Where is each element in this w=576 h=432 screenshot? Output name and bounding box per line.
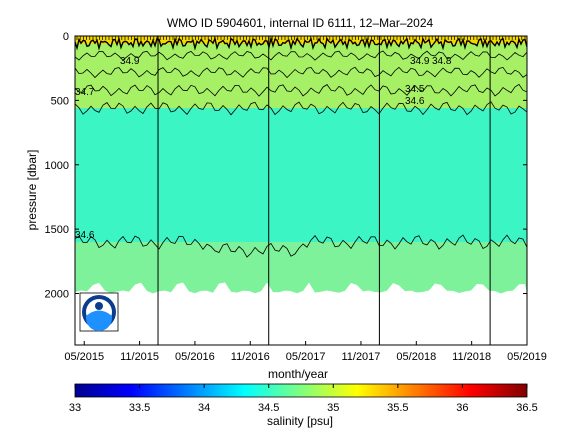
contour-line-2 — [75, 83, 527, 97]
y-axis-label: pressure [dbar] — [25, 150, 39, 231]
colorbar-ticks: 33 33.5 34 34.5 35 35.5 36 36.5 — [69, 384, 538, 414]
contour-label: 34.7 — [75, 87, 95, 98]
colorbar-tick-label: 36 — [456, 402, 468, 414]
x-tick-label: 05/2015 — [64, 351, 104, 363]
contour-line-4 — [75, 234, 527, 258]
colorbar-tick-label: 34.5 — [258, 402, 279, 414]
x-axis: 05/2015 11/2015 05/2016 11/2016 05/2017 11/20… — [64, 341, 547, 363]
contour-line-3 — [75, 101, 527, 116]
colorbar-tick-label: 33 — [69, 402, 81, 414]
x-tick-label: 05/2017 — [286, 351, 326, 363]
colorbar-tick-label: 36.5 — [516, 402, 537, 414]
noaa-logo — [79, 292, 119, 332]
salinity-field — [75, 36, 527, 294]
data-bottom-edge — [75, 282, 527, 294]
x-tick-label: 05/2018 — [396, 351, 436, 363]
y-tick-label: 1500 — [45, 224, 69, 236]
contour-line-0 — [75, 50, 527, 61]
x-tick-label: 05/2019 — [507, 351, 547, 363]
contour-label: 34.8 — [432, 56, 452, 67]
y-tick-label: 2000 — [45, 289, 69, 301]
contour-label: 34.6 — [75, 230, 95, 241]
contour-line-1 — [75, 66, 527, 79]
colorbar-tick-label: 35.5 — [387, 402, 408, 414]
x-tick-label: 05/2016 — [175, 351, 215, 363]
colorbar-label: salinity [psu] — [267, 414, 333, 428]
contour-label: 34.5 — [405, 84, 425, 95]
colorbar-tick-label: 34 — [198, 402, 210, 414]
profile-gap-lines — [157, 36, 491, 345]
colorbar-tick-label: 35 — [327, 402, 339, 414]
surface-contour-band — [75, 36, 527, 51]
colorbar — [74, 383, 528, 398]
contour-lines — [75, 36, 527, 258]
x-tick-label: 11/2017 — [341, 351, 380, 363]
x-tick-label: 11/2018 — [452, 351, 491, 363]
y-tick-label: 1000 — [45, 160, 69, 172]
x-tick-label: 11/2015 — [120, 351, 159, 363]
contour-label: 34.9 — [410, 56, 430, 67]
x-axis-label: month/year — [268, 367, 328, 381]
y-tick-label: 500 — [51, 95, 69, 107]
x-tick-label: 11/2016 — [231, 351, 270, 363]
colorbar-tick-label: 33.5 — [129, 402, 150, 414]
y-tick-label: 0 — [63, 31, 69, 43]
contour-label: 34.6 — [405, 96, 425, 107]
contour-label: 34.9 — [120, 56, 140, 67]
plot-frame — [74, 35, 528, 346]
chart-title: WMO ID 5904601, internal ID 6111, 12–Mar… — [167, 16, 434, 30]
contour-labels: 34.934.734.9 34.834.534.634.6 — [75, 56, 452, 241]
y-axis: 0 500 1000 1500 2000 — [45, 31, 527, 301]
